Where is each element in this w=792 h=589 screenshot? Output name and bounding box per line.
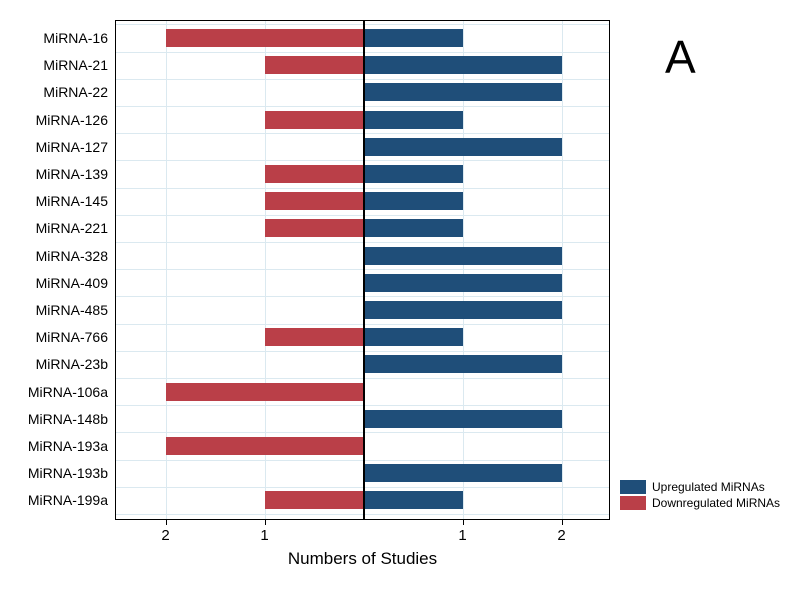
- bar-up: [364, 464, 562, 482]
- bar-up: [364, 355, 562, 373]
- ylabel: MiRNA-145: [36, 193, 108, 209]
- xtick-mark: [265, 519, 266, 525]
- bar-down: [265, 328, 364, 346]
- ylabel: MiRNA-193a: [28, 438, 108, 454]
- ylabel: MiRNA-766: [36, 329, 108, 345]
- bar-up: [364, 56, 562, 74]
- center-axis: [363, 21, 365, 519]
- legend-item-down: Downregulated MiRNAs: [620, 496, 780, 510]
- plot-area: 2112MiRNA-16MiRNA-21MiRNA-22MiRNA-126MiR…: [115, 20, 610, 520]
- ylabel: MiRNA-199a: [28, 492, 108, 508]
- ylabel: MiRNA-409: [36, 275, 108, 291]
- chart-container: 2 1 1 2 MiRNA-16 MiRNA-21 MiRNA-22 MiRNA-126 MiR…: [0, 0, 792, 589]
- bar-up: [364, 138, 562, 156]
- ylabel: MiRNA-21: [43, 57, 108, 73]
- bar-down: [166, 29, 364, 47]
- xaxis-title: Numbers of Studies: [288, 549, 437, 569]
- bar-up: [364, 29, 463, 47]
- panel-letter: A: [665, 30, 696, 84]
- bar-up: [364, 410, 562, 428]
- xtick-mark: [463, 519, 464, 525]
- ylabel: MiRNA-193b: [28, 465, 108, 481]
- xtick-mark: [562, 519, 563, 525]
- legend-swatch-down: [620, 496, 646, 510]
- bar-up: [364, 192, 463, 210]
- ylabel: MiRNA-485: [36, 302, 108, 318]
- bar-down: [265, 165, 364, 183]
- bar-up: [364, 328, 463, 346]
- bar-up: [364, 274, 562, 292]
- xtick-label: 1: [260, 527, 268, 544]
- ylabel: MiRNA-22: [43, 84, 108, 100]
- bar-down: [265, 111, 364, 129]
- xtick-label: 2: [161, 527, 169, 544]
- bar-down: [265, 192, 364, 210]
- xtick-label: 1: [458, 527, 466, 544]
- legend-swatch-up: [620, 480, 646, 494]
- legend-item-up: Upregulated MiRNAs: [620, 480, 780, 494]
- bar-down: [265, 56, 364, 74]
- ylabel: MiRNA-221: [36, 220, 108, 236]
- bar-down: [166, 383, 364, 401]
- xtick-label: 2: [557, 527, 565, 544]
- legend-label-down: Downregulated MiRNAs: [652, 496, 780, 510]
- legend-label-up: Upregulated MiRNAs: [652, 480, 765, 494]
- bar-up: [364, 83, 562, 101]
- bar-up: [364, 247, 562, 265]
- ylabel: MiRNA-23b: [36, 356, 108, 372]
- ylabel: MiRNA-16: [43, 30, 108, 46]
- bar-down: [166, 437, 364, 455]
- xtick-mark: [166, 519, 167, 525]
- ylabel: MiRNA-106a: [28, 384, 108, 400]
- ylabel: MiRNA-127: [36, 139, 108, 155]
- ylabel: MiRNA-148b: [28, 411, 108, 427]
- ylabel: MiRNA-139: [36, 166, 108, 182]
- bar-up: [364, 219, 463, 237]
- bar-up: [364, 491, 463, 509]
- legend: Upregulated MiRNAs Downregulated MiRNAs: [620, 480, 780, 512]
- bar-up: [364, 301, 562, 319]
- ylabel: MiRNA-328: [36, 248, 108, 264]
- bar-up: [364, 165, 463, 183]
- ylabel: MiRNA-126: [36, 112, 108, 128]
- bar-up: [364, 111, 463, 129]
- bar-down: [265, 491, 364, 509]
- bar-down: [265, 219, 364, 237]
- gridline-v: [562, 21, 563, 519]
